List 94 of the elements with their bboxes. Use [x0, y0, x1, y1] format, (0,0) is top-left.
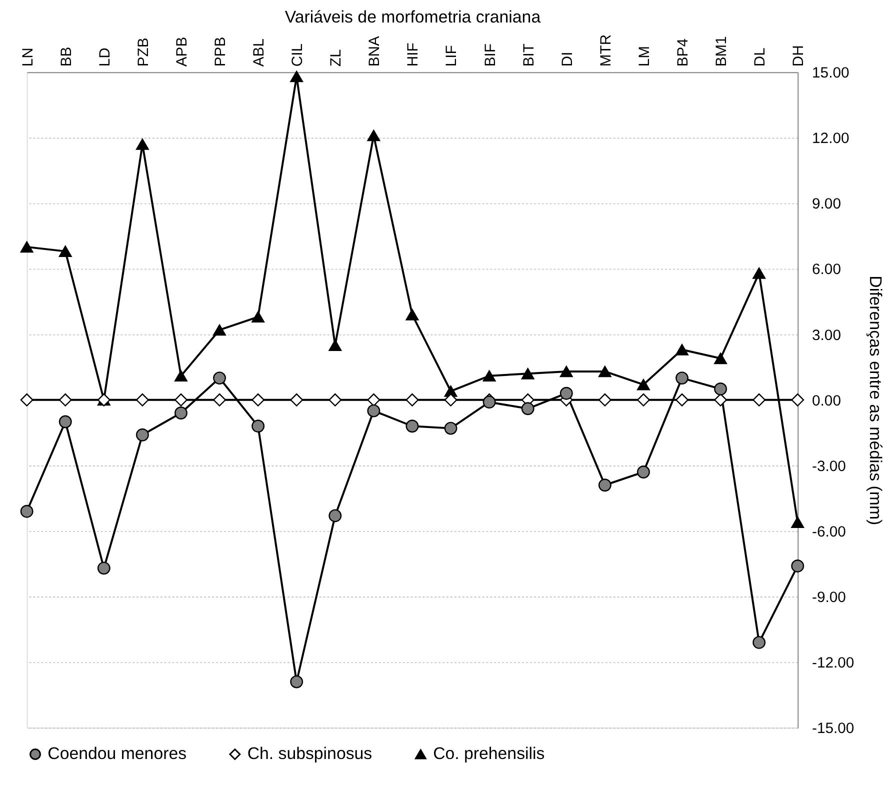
- y-tick-label: -9.00: [812, 590, 846, 606]
- point: [482, 370, 496, 382]
- x-tick-label: BP4: [675, 38, 692, 67]
- y-tick-label: 9.00: [812, 196, 841, 213]
- point: [174, 406, 188, 420]
- point: [252, 393, 265, 406]
- x-tick-label: APB: [174, 36, 190, 67]
- point: [406, 393, 419, 406]
- x-tick-label: BB: [58, 46, 75, 67]
- point: [20, 504, 34, 518]
- point: [213, 324, 226, 336]
- point: [636, 378, 650, 390]
- point: [636, 393, 650, 406]
- x-tick-label: BM1: [714, 36, 730, 67]
- x-tick-label: DL: [752, 48, 769, 67]
- point: [791, 560, 804, 572]
- point: [20, 393, 34, 406]
- point: [136, 428, 149, 442]
- point: [136, 138, 149, 150]
- x-tick-label: LD: [97, 47, 114, 67]
- y-tick-label: 15.00: [812, 66, 850, 82]
- x-tick-label: LIF: [444, 45, 460, 67]
- point: [636, 466, 650, 478]
- point: [444, 422, 458, 435]
- x-tick-label: BIF: [482, 44, 499, 67]
- x-tick-label: DI: [560, 52, 576, 67]
- point: [367, 130, 380, 142]
- point: [290, 675, 304, 688]
- point: [521, 368, 534, 380]
- y-axis-title: Diferenças entre as médias (mm): [866, 276, 886, 526]
- point: [791, 516, 804, 528]
- point: [598, 478, 612, 492]
- x-tick-label: HIF: [406, 42, 422, 67]
- point: [598, 393, 612, 406]
- x-tick-label: ABL: [252, 38, 268, 67]
- point: [328, 340, 342, 351]
- point: [791, 393, 804, 406]
- point: [367, 404, 380, 418]
- y-tick-label: -6.00: [812, 524, 846, 540]
- x-axis-title: Variáveis de morfometria craniana: [284, 7, 542, 26]
- y-tick-label: -3.00: [812, 458, 846, 475]
- y-tick-label: 6.00: [812, 262, 841, 278]
- point: [252, 311, 265, 323]
- x-tick-label: ZL: [328, 49, 345, 67]
- point: [328, 393, 342, 406]
- point: [174, 393, 188, 406]
- point: [20, 241, 34, 253]
- point: [752, 393, 766, 406]
- y-tick-label: -15.00: [812, 721, 854, 738]
- point: [714, 393, 728, 406]
- point: [444, 393, 458, 406]
- legend-label: Ch. subspinosus: [247, 744, 372, 764]
- point: [367, 393, 380, 406]
- x-tick-label: LN: [20, 48, 36, 67]
- point: [560, 366, 573, 378]
- point: [97, 562, 110, 575]
- point: [752, 636, 766, 649]
- point: [676, 393, 688, 406]
- point: [406, 420, 419, 433]
- point: [676, 372, 688, 385]
- point: [58, 246, 72, 257]
- point: [290, 70, 304, 82]
- x-tick-label: DH: [791, 45, 808, 67]
- point: [521, 402, 534, 416]
- point: [213, 372, 226, 385]
- point: [58, 393, 72, 406]
- x-tick-label: PPB: [212, 36, 229, 67]
- point: [136, 393, 149, 406]
- point: [174, 370, 188, 382]
- legend-label: Co. prehensilis: [433, 744, 545, 764]
- y-tick-label: -12.00: [812, 656, 854, 672]
- point: [598, 366, 612, 378]
- x-tick-label: BNA: [367, 36, 384, 67]
- point: [714, 352, 728, 364]
- point: [213, 393, 226, 406]
- x-tick-label: PZB: [136, 38, 152, 67]
- point: [752, 267, 766, 279]
- point: [252, 420, 265, 433]
- point: [290, 393, 304, 406]
- y-tick-label: 0.00: [812, 393, 841, 410]
- x-tick-label: CIL: [290, 43, 306, 67]
- point: [328, 509, 342, 522]
- point: [482, 396, 496, 409]
- point: [58, 415, 72, 428]
- point: [560, 386, 573, 400]
- y-tick-label: 3.00: [812, 328, 841, 344]
- point: [406, 308, 419, 320]
- x-tick-label: BIT: [521, 44, 538, 67]
- x-tick-label: LM: [636, 46, 653, 67]
- point: [714, 382, 728, 396]
- y-tick-label: 12.00: [812, 131, 850, 148]
- point: [676, 344, 688, 356]
- x-tick-label: MTR: [598, 34, 614, 67]
- legend-label: Coendou menores: [48, 744, 187, 764]
